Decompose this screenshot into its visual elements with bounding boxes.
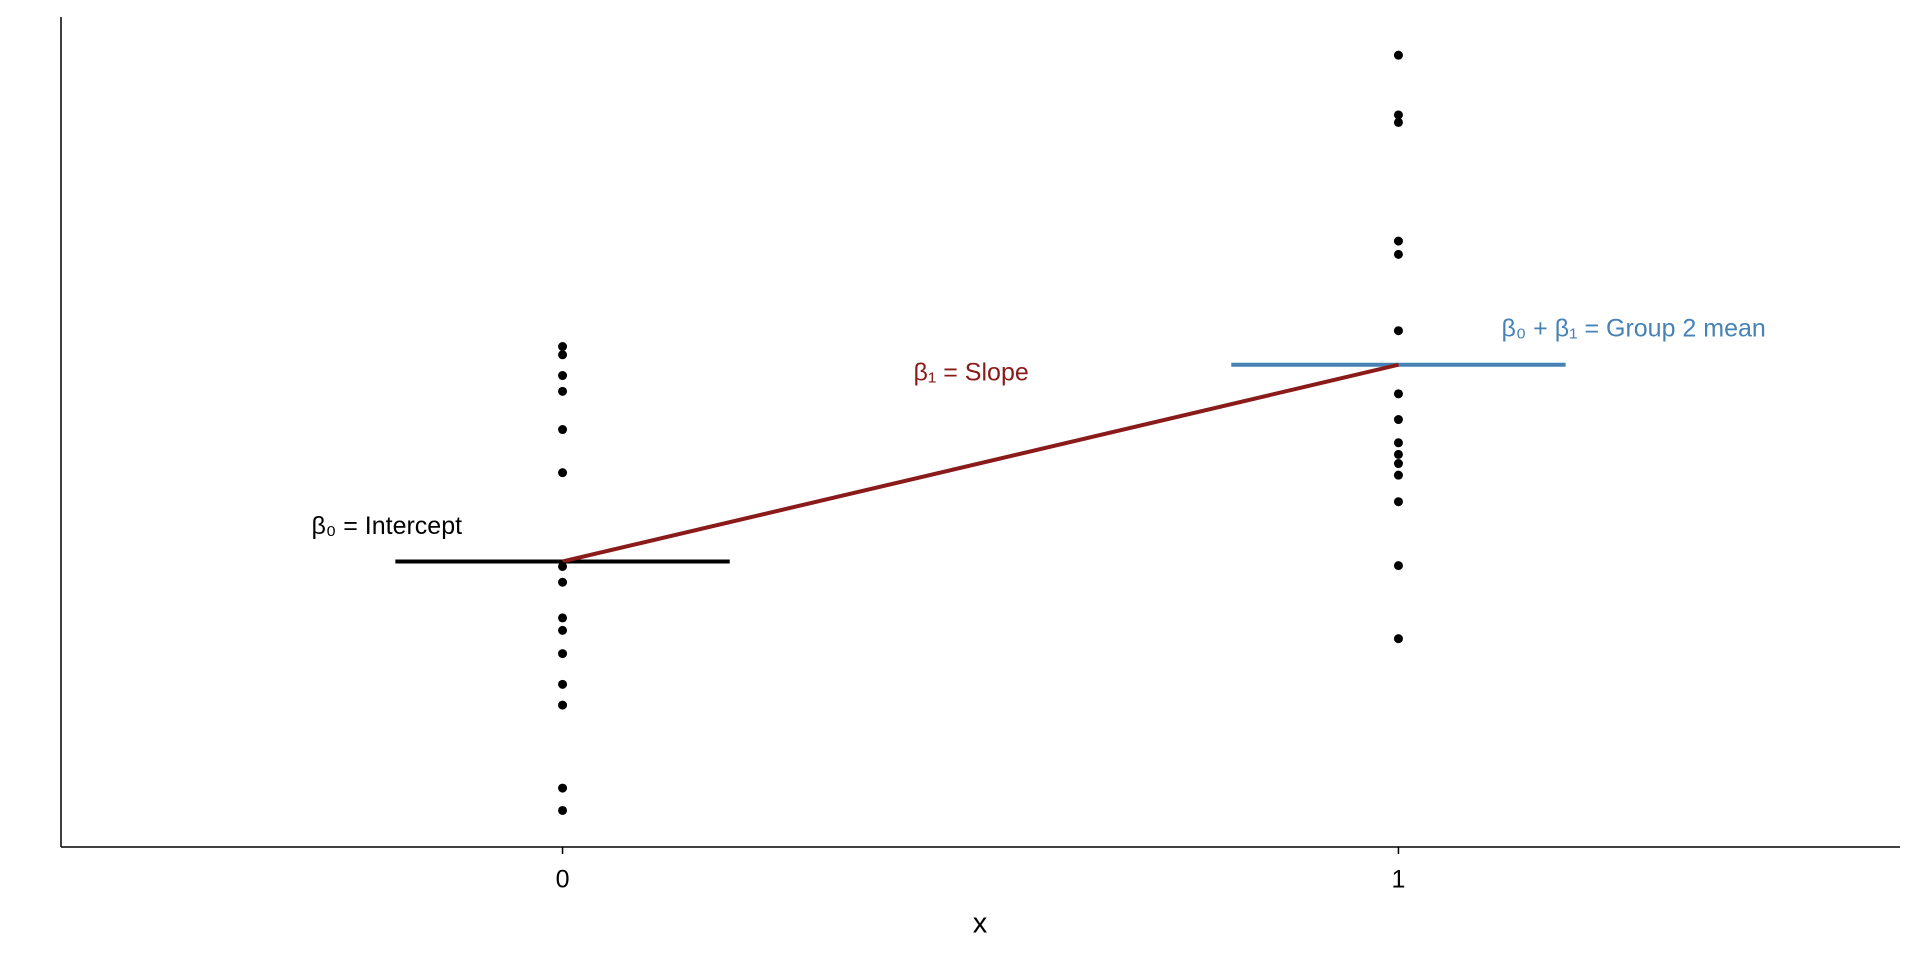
point: [1393, 117, 1403, 127]
point: [1393, 110, 1403, 120]
point: [1393, 438, 1403, 448]
point: [558, 350, 568, 360]
point: [1393, 415, 1403, 425]
point: [1393, 449, 1403, 459]
point: [1393, 561, 1403, 571]
point: [1393, 634, 1403, 644]
point: [1393, 389, 1403, 399]
point: [1393, 50, 1403, 60]
point: [1393, 249, 1403, 259]
point: [558, 613, 568, 623]
point: [558, 342, 568, 352]
point: [558, 700, 568, 710]
point: [1393, 470, 1403, 480]
x-tick-label: 0: [556, 866, 570, 894]
slope-label: β₁ = Slope: [914, 359, 1029, 387]
point: [558, 625, 568, 635]
point: [1393, 326, 1403, 336]
point: [558, 783, 568, 793]
point: [558, 386, 568, 396]
x-axis-label: x: [973, 908, 988, 940]
point: [558, 805, 568, 815]
point: [1393, 497, 1403, 507]
intercept-label: β₀ = Intercept: [312, 512, 463, 540]
point: [558, 425, 568, 435]
point: [1393, 236, 1403, 246]
point: [558, 679, 568, 689]
point: [1393, 459, 1403, 469]
point: [558, 468, 568, 478]
group2-mean-label: β₀ + β₁ = Group 2 mean: [1501, 314, 1765, 342]
point: [558, 371, 568, 381]
point: [558, 577, 568, 587]
point: [558, 649, 568, 659]
x-tick-label: 1: [1392, 866, 1406, 894]
slope-line: [562, 362, 1399, 564]
point: [558, 561, 568, 571]
